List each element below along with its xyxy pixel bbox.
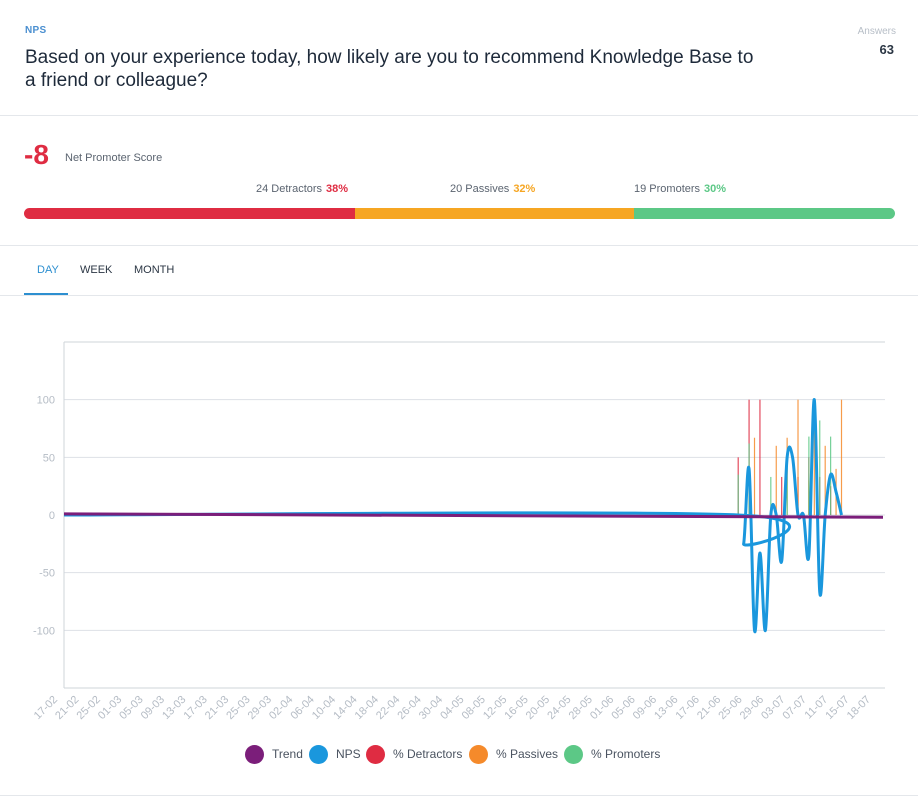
x-tick-label: 09-03 [139, 694, 167, 722]
y-tick-label: 50 [43, 452, 55, 464]
x-tick-label: 03-07 [759, 694, 787, 722]
x-tick-label: 02-04 [267, 694, 295, 722]
chart-legend: Trend NPS % Detractors % Passives % Prom… [0, 745, 918, 764]
x-tick-label: 01-03 [96, 694, 124, 722]
x-tick-label: 17-02 [32, 694, 60, 722]
trend-series-line [63, 512, 884, 519]
x-tick-label: 21-06 [695, 694, 723, 722]
passives-count: 20 Passives [450, 183, 510, 195]
x-tick-label: 13-06 [652, 694, 680, 722]
x-tick-label: 13-03 [160, 694, 188, 722]
legend-trend-dot [245, 745, 264, 764]
x-tick-label: 18-04 [353, 694, 381, 722]
promoters-count: 19 Promoters [634, 183, 701, 195]
detractors-bar-segment [24, 208, 355, 219]
x-tick-label: 25-03 [224, 694, 252, 722]
detractors-count: 24 Detractors [256, 183, 323, 195]
tab-month[interactable]: MONTH [134, 264, 175, 276]
y-tick-label: 100 [37, 395, 55, 407]
divider [0, 115, 918, 116]
divider [0, 795, 918, 796]
legend-detractors-label: % Detractors [393, 747, 463, 761]
tab-week[interactable]: WEEK [80, 264, 113, 276]
promoters-bar-segment [633, 208, 895, 219]
legend-promoters-label: % Promoters [591, 747, 661, 761]
y-tick-label: 0 [49, 510, 55, 522]
x-tick-label: 15-07 [823, 694, 851, 722]
x-tick-label: 29-03 [246, 694, 274, 722]
x-tick-label: 17-06 [674, 694, 702, 722]
active-tab-indicator [24, 293, 68, 295]
section-tag: NPS [25, 25, 47, 36]
x-tick-label: 09-06 [631, 694, 659, 722]
x-tick-label: 24-05 [545, 694, 573, 722]
x-tick-label: 06-04 [288, 694, 316, 722]
x-tick-label: 25-02 [75, 694, 103, 722]
passives-percent: 32% [513, 183, 536, 195]
x-tick-label: 05-03 [117, 694, 145, 722]
y-tick-label: -50 [39, 568, 55, 580]
divider [0, 245, 918, 246]
x-tick-label: 21-03 [203, 694, 231, 722]
x-tick-label: 26-04 [395, 694, 423, 722]
x-tick-label: 05-06 [609, 694, 637, 722]
x-tick-label: 28-05 [567, 694, 595, 722]
promoters-summary: 19 Promoters 30% [634, 183, 726, 195]
x-tick-label: 07-07 [781, 694, 809, 722]
x-tick-label: 21-02 [53, 694, 81, 722]
legend-nps-dot [309, 745, 328, 764]
promoters-percent: 30% [704, 183, 727, 195]
x-tick-label: 16-05 [502, 694, 530, 722]
legend-nps-label: NPS [336, 747, 361, 761]
x-tick-label: 22-04 [374, 694, 402, 722]
y-tick-label: -100 [33, 625, 55, 637]
nps-score-label: Net Promoter Score [65, 152, 163, 164]
x-tick-label: 10-04 [310, 694, 338, 722]
x-tick-label: 30-04 [417, 694, 445, 722]
detractors-summary: 24 Detractors 38% [256, 183, 348, 195]
tab-day[interactable]: DAY [37, 264, 59, 276]
nps-score: -8 [24, 139, 49, 170]
legend-passives-dot [469, 745, 488, 764]
divider [0, 295, 918, 296]
legend-promoters-dot [564, 745, 583, 764]
nps-series-line [63, 398, 843, 634]
x-tick-label: 20-05 [524, 694, 552, 722]
legend-passives-label: % Passives [496, 747, 559, 761]
x-tick-label: 01-06 [588, 694, 616, 722]
detractors-percent: 38% [326, 183, 349, 195]
x-tick-label: 18-07 [845, 694, 873, 722]
nps-line-chart: -100-5005010017-0221-0225-0201-0305-0309… [32, 341, 885, 722]
passives-bar-segment [354, 208, 634, 219]
x-tick-label: 17-03 [182, 694, 210, 722]
x-tick-label: 12-05 [481, 694, 509, 722]
legend-trend-label: Trend [272, 747, 303, 761]
x-tick-label: 08-05 [460, 694, 488, 722]
nps-distribution-bar [24, 208, 895, 219]
x-tick-label: 14-04 [331, 694, 359, 722]
answers-label: Answers [857, 26, 896, 37]
passives-summary: 20 Passives 32% [450, 183, 535, 195]
x-tick-label: 04-05 [438, 694, 466, 722]
x-tick-label: 25-06 [716, 694, 744, 722]
answers-count: 63 [879, 42, 894, 57]
legend-detractors-dot [366, 745, 385, 764]
x-tick-label: 29-06 [738, 694, 766, 722]
question-title: Based on your experience today, how like… [25, 47, 754, 91]
